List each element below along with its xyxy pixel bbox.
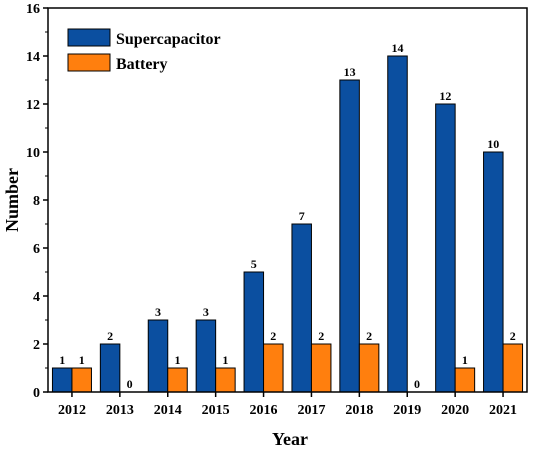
data-label-supercapacitor-2014: 3 — [155, 305, 161, 319]
y-tick-label-12: 12 — [26, 98, 40, 113]
data-label-battery-2014: 1 — [175, 353, 181, 367]
bar-supercapacitor-2018 — [339, 79, 360, 393]
bar-supercapacitor-2017 — [291, 223, 312, 393]
data-label-battery-2021: 2 — [510, 329, 516, 343]
x-tick-label-2014: 2014 — [154, 403, 182, 418]
x-tick-label-2021: 2021 — [489, 403, 517, 418]
data-label-supercapacitor-2021: 10 — [487, 137, 499, 151]
data-label-battery-2016: 2 — [270, 329, 276, 343]
y-tick-label-0: 0 — [33, 386, 40, 401]
data-label-supercapacitor-2012: 1 — [59, 353, 65, 367]
x-tick-label-2015: 2015 — [202, 403, 230, 418]
bar-battery-2020 — [454, 367, 476, 393]
bar-battery-2021 — [502, 343, 524, 393]
data-label-supercapacitor-2020: 12 — [439, 89, 451, 103]
x-tick-label-2017: 2017 — [297, 403, 325, 418]
y-tick-label-4: 4 — [33, 290, 40, 305]
data-label-supercapacitor-2013: 2 — [107, 329, 113, 343]
bar-supercapacitor-2013 — [99, 343, 121, 393]
legend-swatch-supercapacitor — [67, 28, 111, 47]
legend: Supercapacitor Battery — [67, 28, 221, 73]
y-axis-title: Number — [2, 168, 22, 232]
x-tick-label-2018: 2018 — [345, 403, 373, 418]
data-label-supercapacitor-2017: 7 — [299, 209, 305, 223]
y-tick-label-16: 16 — [26, 2, 40, 17]
legend-label-supercapacitor: Supercapacitor — [116, 31, 221, 48]
y-tick-label-2: 2 — [33, 338, 40, 353]
x-tick-label-2016: 2016 — [250, 403, 278, 418]
bar-supercapacitor-2016 — [243, 271, 265, 393]
data-label-battery-2012: 1 — [79, 353, 85, 367]
x-tick-label-2013: 2013 — [106, 403, 134, 418]
bar-supercapacitor-2020 — [435, 103, 456, 393]
bar-supercapacitor-2015 — [195, 319, 217, 393]
bar-battery-2018 — [358, 343, 380, 393]
x-tick-label-2019: 2019 — [393, 403, 421, 418]
bar-battery-2016 — [263, 343, 284, 393]
y-tick-label-10: 10 — [26, 146, 40, 161]
legend-label-battery: Battery — [116, 56, 168, 73]
data-label-supercapacitor-2016: 5 — [251, 257, 257, 271]
data-label-battery-2018: 2 — [366, 329, 372, 343]
y-tick-label-6: 6 — [33, 242, 40, 257]
legend-swatch-battery — [67, 53, 111, 72]
x-axis-title: Year — [272, 429, 308, 449]
bar-battery-2015 — [215, 367, 236, 393]
bar-supercapacitor-2019 — [387, 55, 408, 393]
y-tick-label-8: 8 — [33, 194, 40, 209]
data-label-supercapacitor-2018: 13 — [344, 65, 356, 79]
data-label-supercapacitor-2019: 14 — [392, 41, 404, 55]
bar-battery-2014 — [167, 367, 188, 393]
bar-supercapacitor-2012 — [51, 367, 73, 393]
x-tick-label-2012: 2012 — [58, 403, 86, 418]
data-label-battery-2013: 0 — [127, 377, 133, 391]
bar-supercapacitor-2014 — [147, 319, 169, 393]
bar-battery-2012 — [71, 367, 92, 393]
bar-battery-2017 — [310, 343, 332, 393]
bar-supercapacitor-2021 — [483, 151, 504, 393]
y-tick-label-14: 14 — [26, 50, 40, 65]
data-label-supercapacitor-2015: 3 — [203, 305, 209, 319]
data-label-battery-2015: 1 — [222, 353, 228, 367]
bars-layer — [51, 55, 524, 393]
data-label-battery-2017: 2 — [318, 329, 324, 343]
data-label-battery-2019: 0 — [414, 377, 420, 391]
x-tick-label-2020: 2020 — [441, 403, 469, 418]
data-label-battery-2020: 1 — [462, 353, 468, 367]
